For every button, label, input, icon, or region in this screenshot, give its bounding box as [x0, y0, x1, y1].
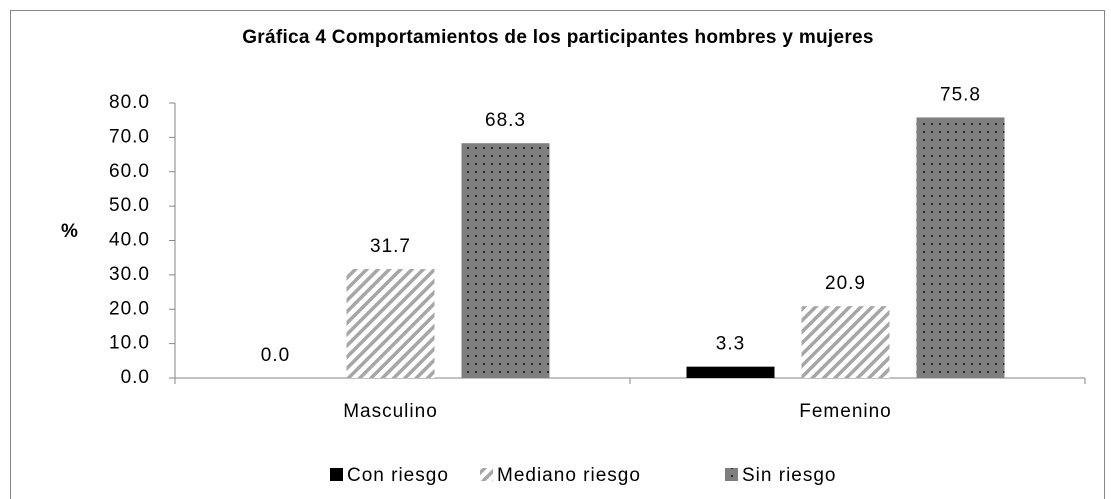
legend-swatch	[330, 468, 343, 481]
y-tick-label: 40.0	[109, 230, 150, 251]
y-axis-label: %	[61, 221, 79, 242]
value-label: 68.3	[485, 110, 526, 131]
value-label: 31.7	[370, 236, 411, 257]
value-label: 0.0	[261, 345, 290, 366]
x-tick-label: Femenino	[799, 401, 892, 422]
y-tick-label: 20.0	[109, 298, 150, 319]
y-tick-label: 30.0	[109, 264, 150, 285]
legend-swatch	[725, 468, 738, 481]
y-tick-label: 50.0	[109, 195, 150, 216]
y-tick-label: 10.0	[109, 333, 150, 354]
bar	[461, 143, 550, 378]
bar	[916, 117, 1005, 378]
bar	[686, 366, 775, 378]
legend-swatch	[480, 468, 493, 481]
bar	[801, 306, 890, 378]
value-label: 3.3	[716, 334, 745, 355]
bar	[346, 269, 435, 378]
x-tick-label: Masculino	[343, 401, 438, 422]
chart-title: Gráfica 4 Comportamientos de los partici…	[242, 27, 874, 48]
y-tick-label: 60.0	[109, 161, 150, 182]
legend-label: Sin riesgo	[742, 465, 837, 486]
y-tick-label: 70.0	[109, 126, 150, 147]
legend-label: Con riesgo	[347, 465, 449, 486]
y-tick-label: 80.0	[109, 92, 150, 113]
y-tick-label: 0.0	[121, 367, 150, 388]
value-label: 75.8	[940, 84, 981, 105]
value-label: 20.9	[825, 273, 866, 294]
legend-label: Mediano riesgo	[497, 465, 641, 486]
